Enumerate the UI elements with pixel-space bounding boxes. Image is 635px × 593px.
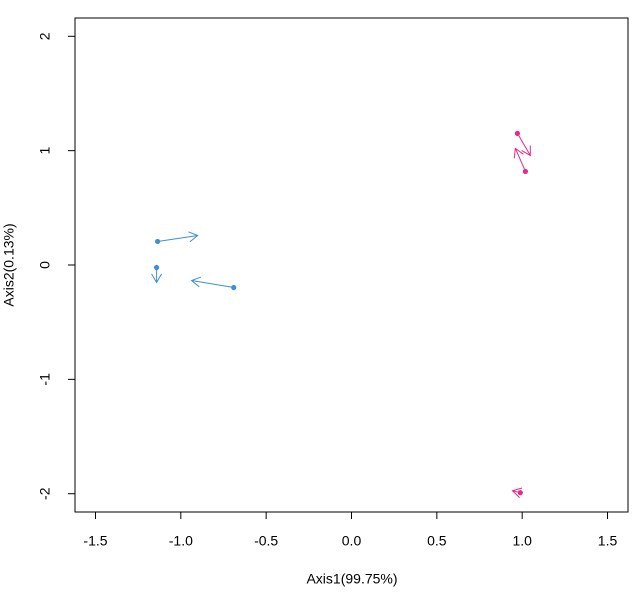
x-axis-label: Axis1(99.75%): [306, 571, 397, 587]
point: [517, 490, 523, 496]
x-tick-label: 0.5: [427, 533, 447, 549]
y-axis-label: Axis2(0.13%): [1, 223, 17, 306]
y-tick-label: 0: [37, 261, 53, 269]
y-tick-label: -1: [37, 373, 53, 386]
x-tick-label: 0.0: [342, 533, 362, 549]
y-tick-label: -2: [37, 487, 53, 500]
y-tick-label: 2: [37, 32, 53, 40]
plot-frame: [74, 17, 629, 513]
point: [153, 264, 160, 271]
arrow: [516, 133, 531, 157]
point: [155, 238, 161, 245]
arrow: [513, 147, 526, 172]
x-tick-label: 1.0: [512, 533, 532, 549]
point: [522, 168, 529, 175]
arrow: [190, 276, 234, 289]
point: [514, 130, 521, 136]
point: [231, 284, 237, 291]
x-tick-label: 1.5: [598, 533, 618, 549]
x-tick-label: -0.5: [254, 533, 278, 549]
arrow: [157, 231, 199, 243]
x-tick-label: -1.0: [169, 533, 193, 549]
x-tick-label: -1.5: [83, 533, 107, 549]
y-tick-label: 1: [37, 147, 53, 155]
